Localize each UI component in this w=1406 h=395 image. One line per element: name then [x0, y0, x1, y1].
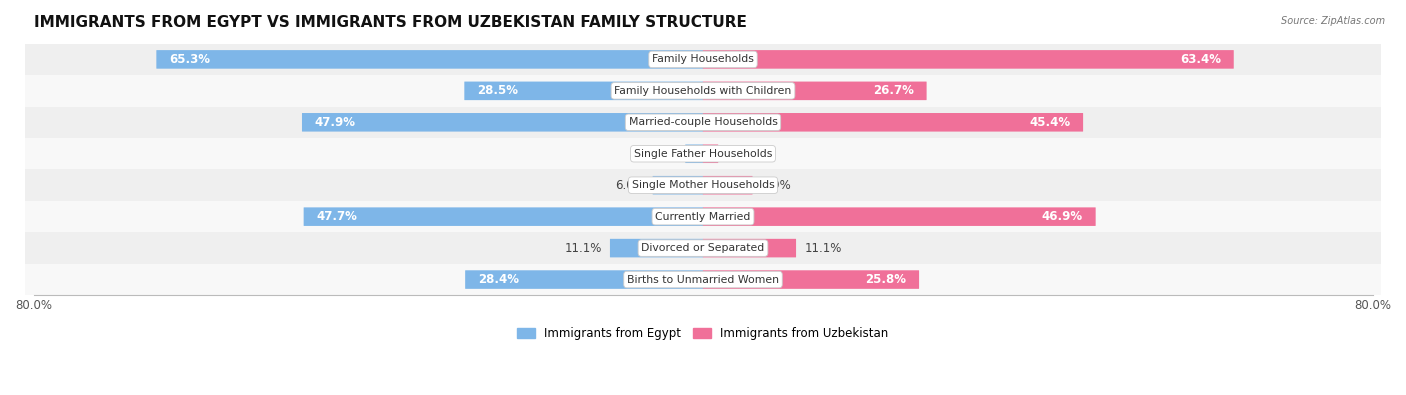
- FancyBboxPatch shape: [610, 239, 703, 258]
- FancyBboxPatch shape: [703, 176, 752, 194]
- Text: 46.9%: 46.9%: [1042, 210, 1083, 223]
- FancyBboxPatch shape: [703, 81, 927, 100]
- Text: Family Households with Children: Family Households with Children: [614, 86, 792, 96]
- Text: 45.4%: 45.4%: [1029, 116, 1070, 129]
- Text: 11.1%: 11.1%: [564, 242, 602, 255]
- FancyBboxPatch shape: [25, 232, 1381, 264]
- FancyBboxPatch shape: [703, 113, 1083, 132]
- Text: 63.4%: 63.4%: [1180, 53, 1220, 66]
- Text: Single Father Households: Single Father Households: [634, 149, 772, 159]
- Text: 6.0%: 6.0%: [614, 179, 644, 192]
- Text: 26.7%: 26.7%: [873, 85, 914, 97]
- Text: 65.3%: 65.3%: [169, 53, 209, 66]
- Text: Births to Unmarried Women: Births to Unmarried Women: [627, 275, 779, 284]
- FancyBboxPatch shape: [25, 264, 1381, 295]
- FancyBboxPatch shape: [464, 81, 703, 100]
- FancyBboxPatch shape: [685, 145, 703, 163]
- FancyBboxPatch shape: [304, 207, 703, 226]
- FancyBboxPatch shape: [25, 201, 1381, 232]
- Text: Family Households: Family Households: [652, 55, 754, 64]
- FancyBboxPatch shape: [156, 50, 703, 69]
- FancyBboxPatch shape: [25, 138, 1381, 169]
- Text: Single Mother Households: Single Mother Households: [631, 180, 775, 190]
- FancyBboxPatch shape: [25, 75, 1381, 107]
- Text: 25.8%: 25.8%: [865, 273, 907, 286]
- FancyBboxPatch shape: [25, 169, 1381, 201]
- FancyBboxPatch shape: [703, 207, 1095, 226]
- FancyBboxPatch shape: [703, 270, 920, 289]
- Text: Married-couple Households: Married-couple Households: [628, 117, 778, 127]
- FancyBboxPatch shape: [703, 145, 718, 163]
- FancyBboxPatch shape: [703, 239, 796, 258]
- Text: Divorced or Separated: Divorced or Separated: [641, 243, 765, 253]
- FancyBboxPatch shape: [465, 270, 703, 289]
- FancyBboxPatch shape: [25, 107, 1381, 138]
- Text: 47.9%: 47.9%: [315, 116, 356, 129]
- Text: 2.1%: 2.1%: [647, 147, 678, 160]
- Text: IMMIGRANTS FROM EGYPT VS IMMIGRANTS FROM UZBEKISTAN FAMILY STRUCTURE: IMMIGRANTS FROM EGYPT VS IMMIGRANTS FROM…: [34, 15, 747, 30]
- Text: 28.5%: 28.5%: [477, 85, 517, 97]
- FancyBboxPatch shape: [302, 113, 703, 132]
- Text: 28.4%: 28.4%: [478, 273, 519, 286]
- Text: Source: ZipAtlas.com: Source: ZipAtlas.com: [1281, 16, 1385, 26]
- Text: 5.9%: 5.9%: [761, 179, 790, 192]
- Text: Currently Married: Currently Married: [655, 212, 751, 222]
- FancyBboxPatch shape: [652, 176, 703, 194]
- Legend: Immigrants from Egypt, Immigrants from Uzbekistan: Immigrants from Egypt, Immigrants from U…: [513, 322, 893, 345]
- Text: 11.1%: 11.1%: [804, 242, 842, 255]
- FancyBboxPatch shape: [25, 44, 1381, 75]
- Text: 1.8%: 1.8%: [727, 147, 756, 160]
- Text: 47.7%: 47.7%: [316, 210, 357, 223]
- FancyBboxPatch shape: [703, 50, 1233, 69]
